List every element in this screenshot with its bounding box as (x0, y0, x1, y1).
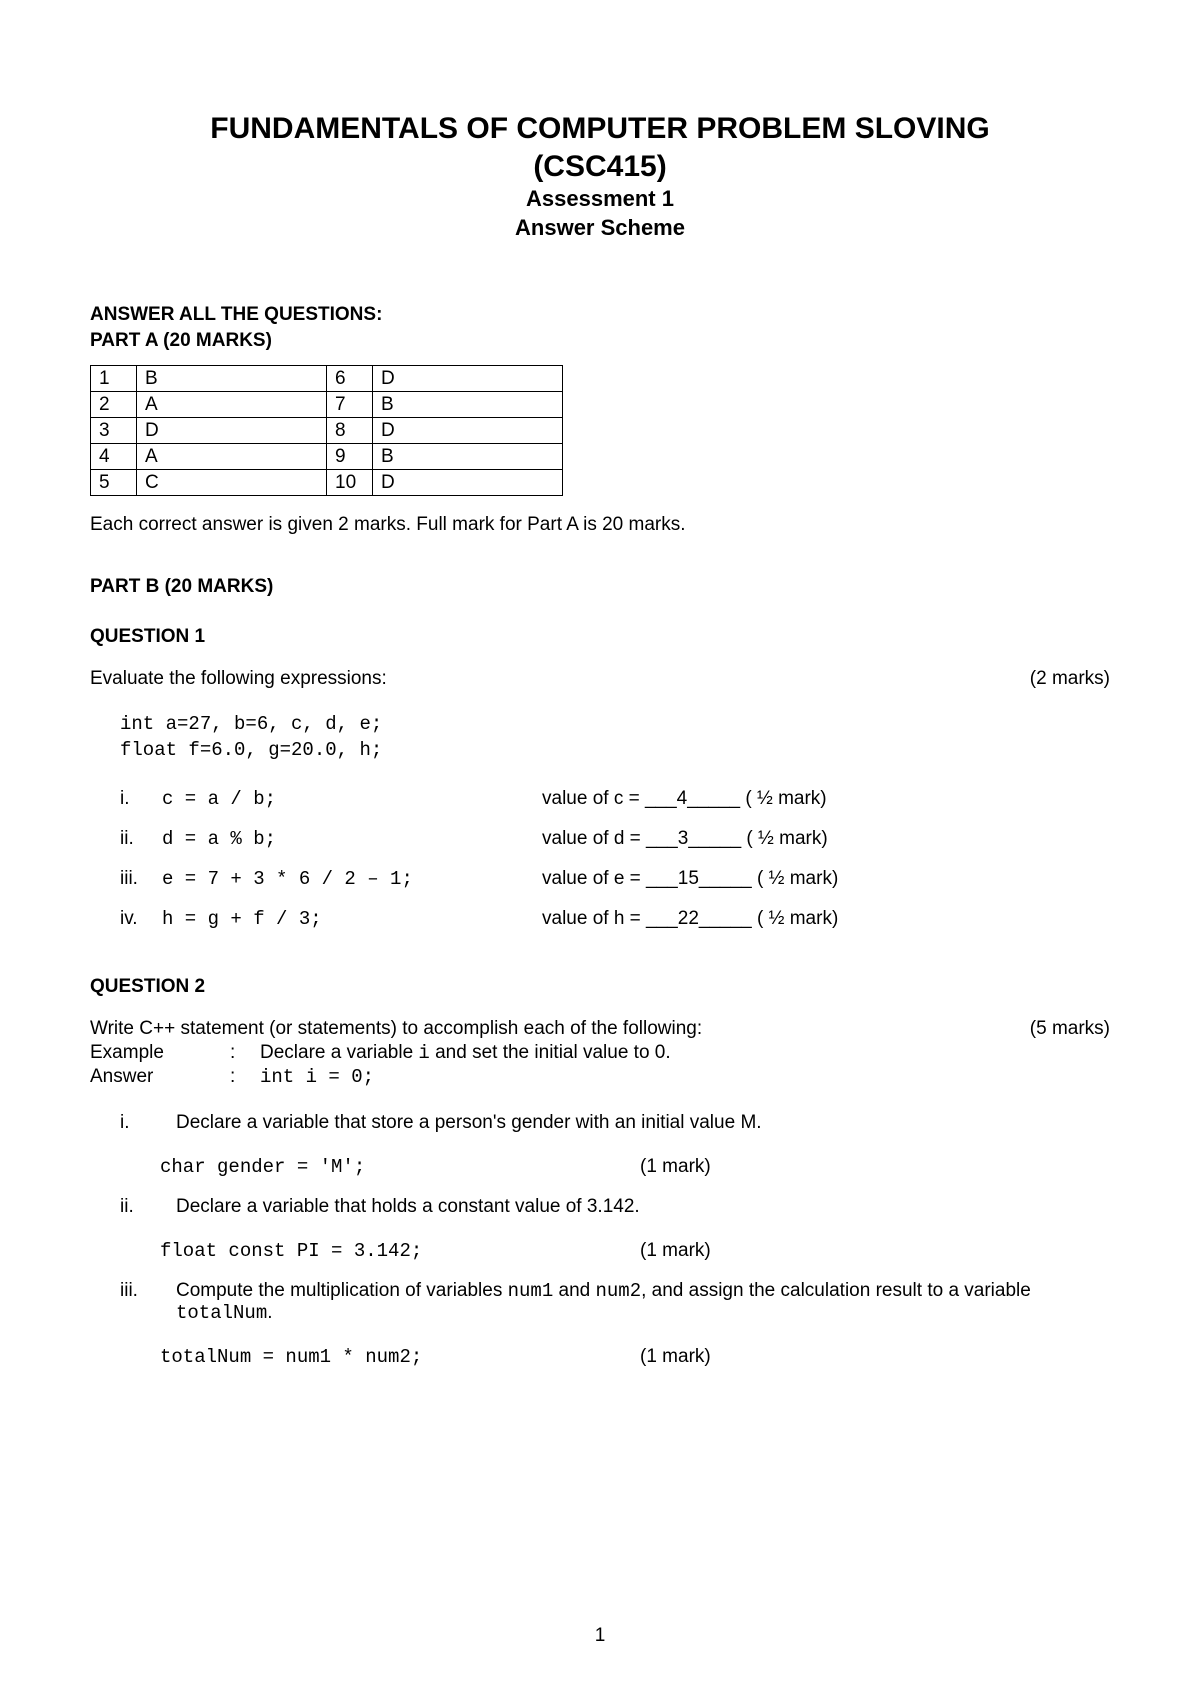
roman-numeral: iv. (120, 908, 162, 930)
cell-num: 1 (91, 366, 137, 392)
item-mark: (1 mark) (640, 1346, 1110, 1368)
expression: d = a % b; (162, 828, 542, 850)
page-number: 1 (0, 1625, 1200, 1647)
eval-row: i.c = a / b;value of c = ___4_____ ( ½ m… (120, 788, 1110, 810)
q2-item: i.Declare a variable that store a person… (120, 1112, 1110, 1134)
answer-value: value of d = ___3_____ ( ½ mark) (542, 828, 1110, 850)
title-block: FUNDAMENTALS OF COMPUTER PROBLEM SLOVING… (90, 110, 1110, 242)
question2-items: i.Declare a variable that store a person… (90, 1112, 1110, 1368)
cell-num: 7 (327, 392, 373, 418)
expression: h = g + f / 3; (162, 908, 542, 930)
table-row: 4A9B (91, 444, 563, 470)
roman-numeral: i. (120, 788, 162, 810)
subtitle2: Answer Scheme (90, 214, 1110, 243)
roman-numeral: iii. (120, 868, 162, 890)
q2-item: iii.Compute the multiplication of variab… (120, 1280, 1110, 1324)
cell-num: 4 (91, 444, 137, 470)
roman-numeral: ii. (120, 1196, 176, 1218)
q2-code-line: float const PI = 3.142;(1 mark) (160, 1240, 1110, 1262)
part-a-note: Each correct answer is given 2 marks. Fu… (90, 514, 1110, 536)
cell-num: 3 (91, 418, 137, 444)
cell-num: 10 (327, 470, 373, 496)
q2-code-line: char gender = 'M';(1 mark) (160, 1156, 1110, 1178)
answer-value: value of e = ___15_____ ( ½ mark) (542, 868, 1110, 890)
roman-numeral: i. (120, 1112, 176, 1134)
cell-ans: D (137, 418, 327, 444)
example-colon: : (230, 1042, 260, 1064)
subtitle1: Assessment 1 (90, 185, 1110, 214)
example-label: Example (90, 1042, 230, 1064)
question1-items: i.c = a / b;value of c = ___4_____ ( ½ m… (90, 788, 1110, 930)
cell-ans: A (137, 392, 327, 418)
title-line2: (CSC415) (90, 148, 1110, 186)
roman-numeral: iii. (120, 1280, 176, 1324)
table-row: 2A7B (91, 392, 563, 418)
cell-ans: A (137, 444, 327, 470)
answer-code: float const PI = 3.142; (160, 1240, 640, 1262)
item-mark: (1 mark) (640, 1240, 1110, 1262)
answers-table: 1B6D2A7B3D8D4A9B5C10D (90, 365, 563, 496)
eval-row: iii.e = 7 + 3 * 6 / 2 – 1;value of e = _… (120, 868, 1110, 890)
question2-intro-row: Write C++ statement (or statements) to a… (90, 1018, 1110, 1040)
question1-prompt: Evaluate the following expressions: (90, 668, 387, 690)
eval-row: ii.d = a % b;value of d = ___3_____ ( ½ … (120, 828, 1110, 850)
part-a-instruction1: ANSWER ALL THE QUESTIONS: (90, 302, 1110, 328)
cell-ans: D (373, 366, 563, 392)
answer-code: char gender = 'M'; (160, 1156, 640, 1178)
cell-ans: D (373, 418, 563, 444)
cell-num: 6 (327, 366, 373, 392)
answer-value: value of h = ___22_____ ( ½ mark) (542, 908, 1110, 930)
item-text: Compute the multiplication of variables … (176, 1280, 1031, 1323)
question2-intro-marks: (5 marks) (1030, 1018, 1110, 1040)
question1-declarations: int a=27, b=6, c, d, e; float f=6.0, g=2… (120, 712, 1110, 763)
part-a-instruction2: PART A (20 MARKS) (90, 328, 1110, 354)
decl-line2: float f=6.0, g=20.0, h; (120, 738, 1110, 764)
cell-num: 9 (327, 444, 373, 470)
item-mark: (1 mark) (640, 1156, 1110, 1178)
answer-code: int i = 0; (260, 1066, 1110, 1088)
eval-row: iv.h = g + f / 3;value of h = ___22_____… (120, 908, 1110, 930)
question2-heading: QUESTION 2 (90, 976, 1110, 998)
cell-num: 8 (327, 418, 373, 444)
table-row: 1B6D (91, 366, 563, 392)
cell-ans: B (373, 392, 563, 418)
answer-code: totalNum = num1 * num2; (160, 1346, 640, 1368)
question1-prompt-row: Evaluate the following expressions: (2 m… (90, 668, 1110, 690)
roman-numeral: ii. (120, 828, 162, 850)
example-text: Declare a variable i and set the initial… (260, 1042, 1110, 1064)
cell-ans: C (137, 470, 327, 496)
question1-heading: QUESTION 1 (90, 626, 1110, 648)
part-b-heading: PART B (20 MARKS) (90, 576, 1110, 598)
question2-intro: Write C++ statement (or statements) to a… (90, 1018, 702, 1040)
cell-ans: D (373, 470, 563, 496)
item-text: Declare a variable that store a person's… (176, 1112, 762, 1133)
cell-num: 5 (91, 470, 137, 496)
document-page: FUNDAMENTALS OF COMPUTER PROBLEM SLOVING… (0, 0, 1200, 1697)
cell-ans: B (373, 444, 563, 470)
table-row: 5C10D (91, 470, 563, 496)
decl-line1: int a=27, b=6, c, d, e; (120, 712, 1110, 738)
cell-num: 2 (91, 392, 137, 418)
answer-value: value of c = ___4_____ ( ½ mark) (542, 788, 1110, 810)
question1-marks: (2 marks) (1030, 668, 1110, 690)
expression: c = a / b; (162, 788, 542, 810)
q2-item: ii.Declare a variable that holds a const… (120, 1196, 1110, 1218)
table-row: 3D8D (91, 418, 563, 444)
q2-code-line: totalNum = num1 * num2;(1 mark) (160, 1346, 1110, 1368)
cell-ans: B (137, 366, 327, 392)
title-line1: FUNDAMENTALS OF COMPUTER PROBLEM SLOVING (90, 110, 1110, 148)
answer-label: Answer (90, 1066, 230, 1088)
question2-example: Example : Declare a variable i and set t… (90, 1042, 1110, 1088)
item-text: Declare a variable that holds a constant… (176, 1196, 640, 1217)
expression: e = 7 + 3 * 6 / 2 – 1; (162, 868, 542, 890)
answer-colon: : (230, 1066, 260, 1088)
